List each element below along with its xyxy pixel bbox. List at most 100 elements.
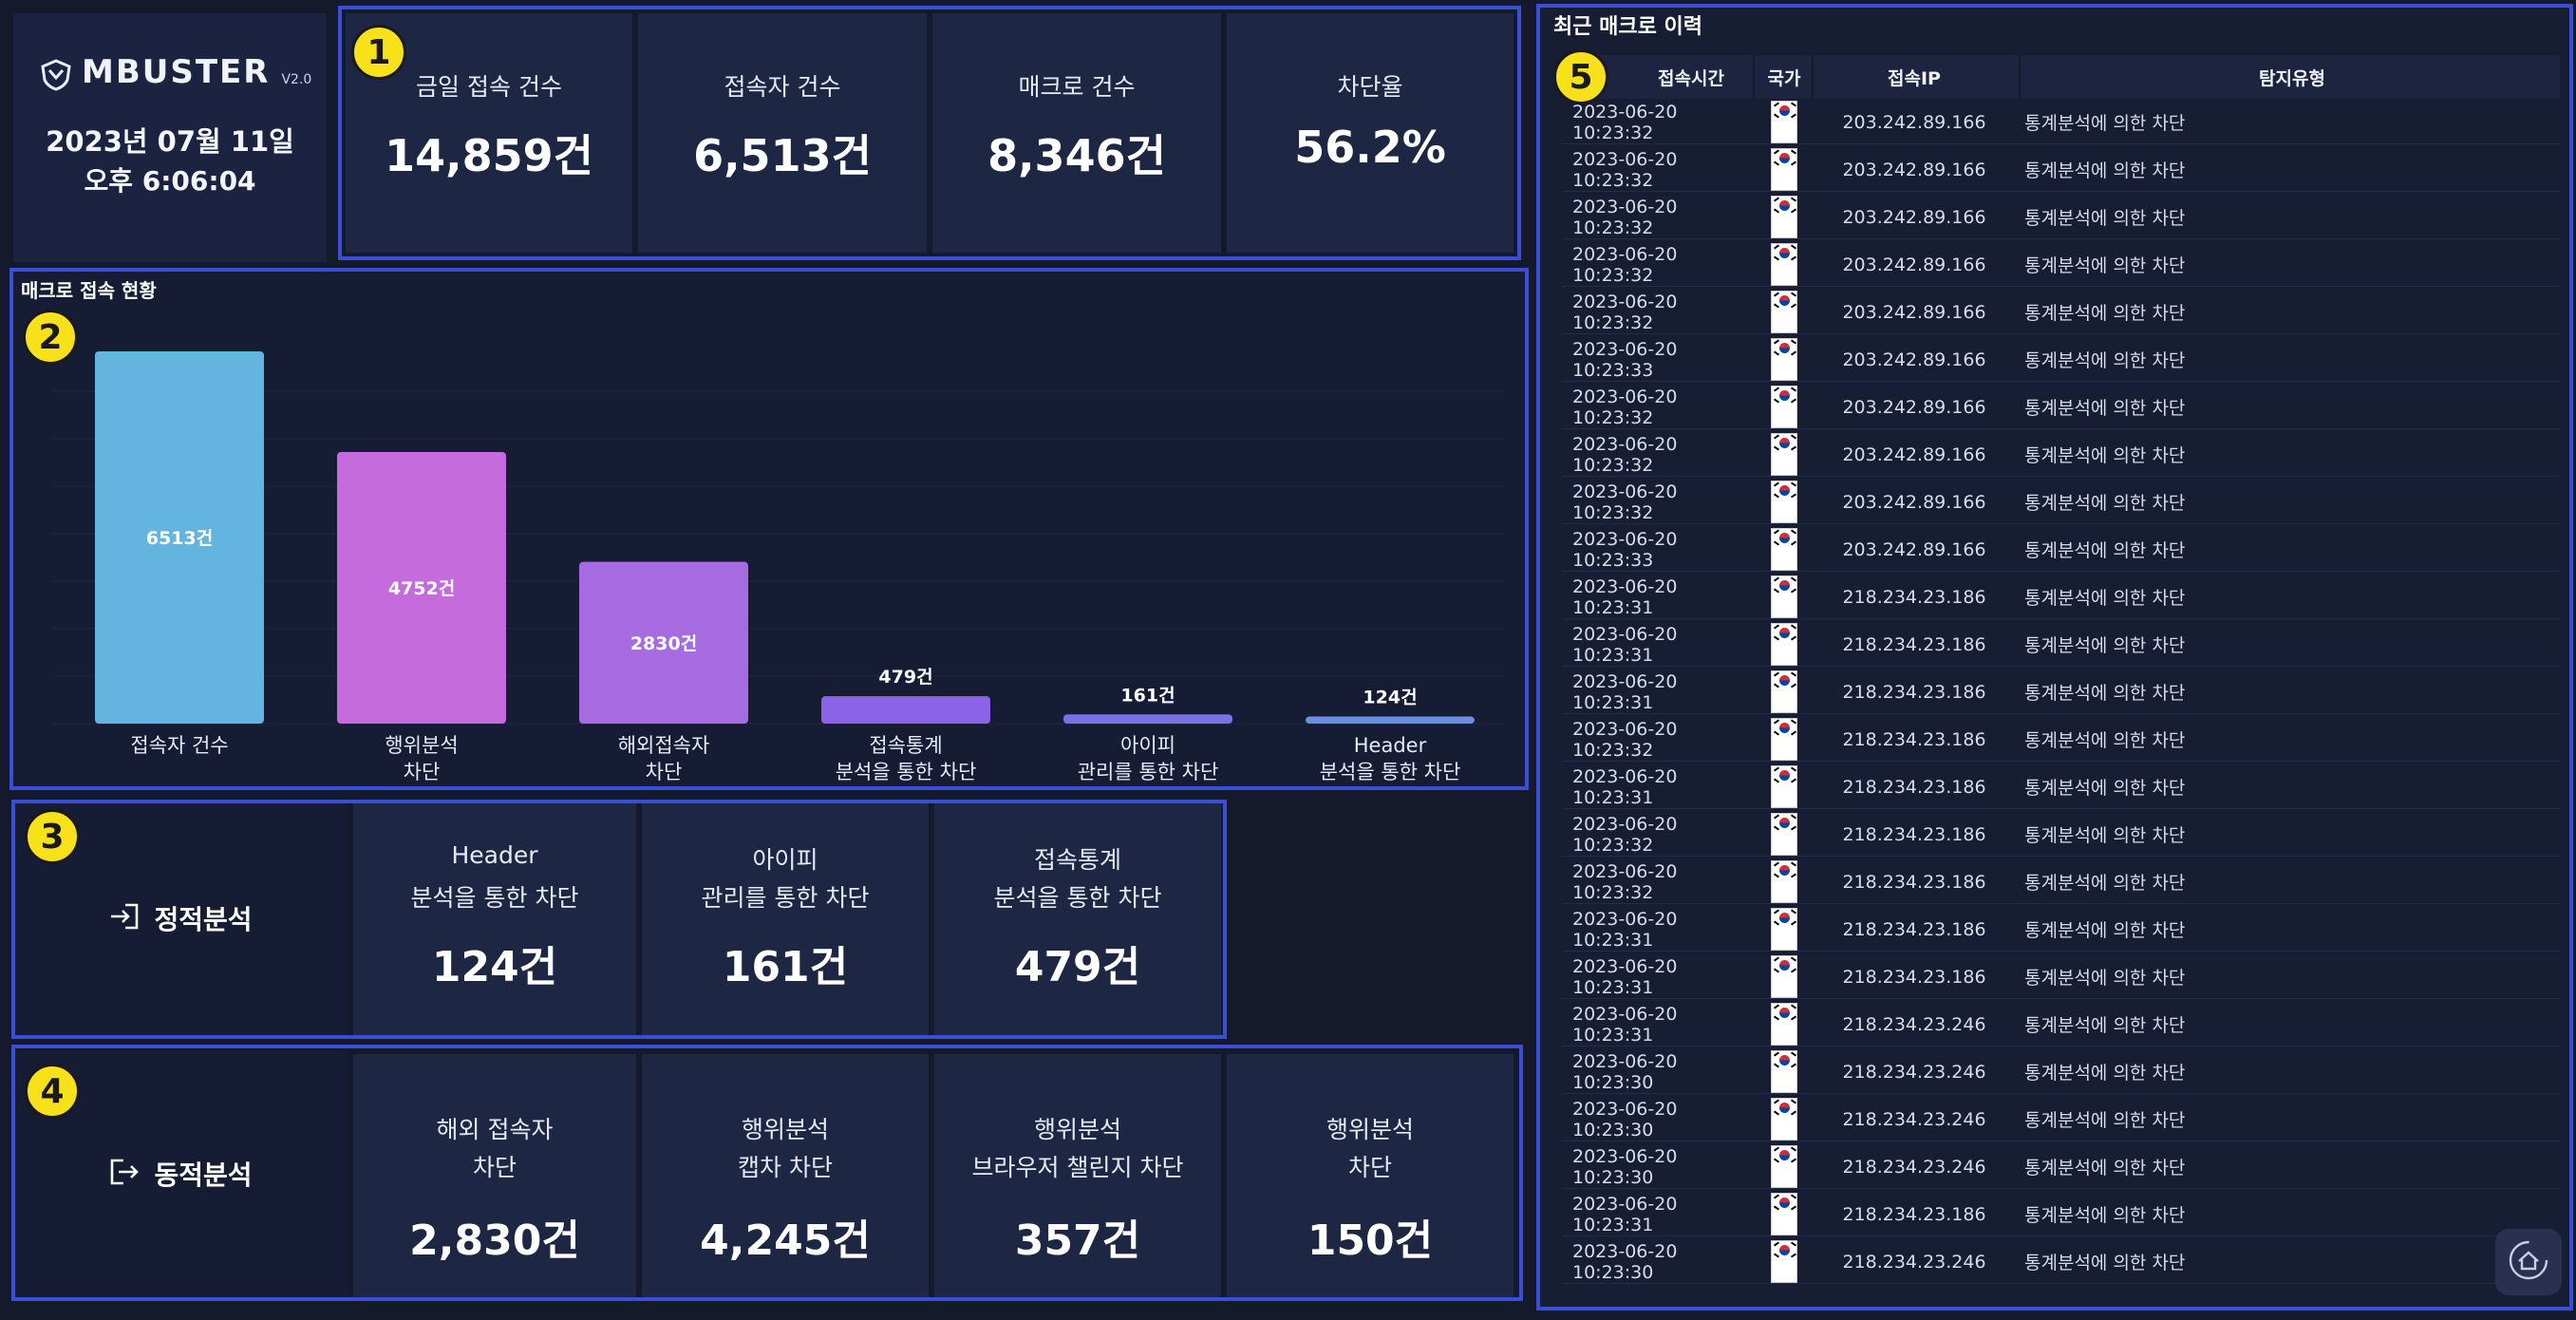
log-row[interactable]: 2023-06-20 10:23:31 218.234.23.246 통계분석에 의… bbox=[1563, 1003, 2560, 1047]
log-time: 2023-06-20 10:23:31 bbox=[1572, 670, 1678, 713]
korea-flag-icon bbox=[1762, 338, 1806, 381]
log-time: 2023-06-20 10:23:32 bbox=[1572, 433, 1678, 476]
card-line1: 행위분석 bbox=[741, 1116, 829, 1143]
log-row[interactable]: 2023-06-20 10:23:31 218.234.23.186 통계분석에 의… bbox=[1563, 1193, 2560, 1236]
card-line1: 아이피 bbox=[752, 846, 818, 874]
korea-flag-icon bbox=[1762, 1145, 1806, 1188]
log-type: 통계분석에 의한 차단 bbox=[2024, 208, 2186, 229]
section-badge-2: 2 bbox=[23, 310, 78, 365]
log-row[interactable]: 2023-06-20 10:23:32 203.242.89.166 통계분석에 의… bbox=[1563, 196, 2560, 239]
log-ip: 203.242.89.166 bbox=[1842, 159, 1986, 180]
log-row[interactable]: 2023-06-20 10:23:31 218.234.23.186 통계분석에 의… bbox=[1563, 765, 2560, 809]
macro-log-panel bbox=[1540, 6, 2571, 1312]
log-time: 2023-06-20 10:23:32 bbox=[1572, 386, 1678, 428]
log-row[interactable]: 2023-06-20 10:23:32 203.242.89.166 통계분석에 의… bbox=[1563, 291, 2560, 334]
log-time: 2023-06-20 10:23:32 bbox=[1572, 148, 1678, 191]
stat-value: 56.2% bbox=[1294, 122, 1446, 173]
log-row[interactable]: 2023-06-20 10:23:31 218.234.23.186 통계분석에 의… bbox=[1563, 908, 2560, 952]
log-row[interactable]: 2023-06-20 10:23:32 218.234.23.186 통계분석에 의… bbox=[1563, 718, 2560, 762]
korea-flag-icon bbox=[1762, 481, 1806, 523]
col-header-ip[interactable]: 접속IP bbox=[1888, 67, 1941, 89]
col-header-country[interactable]: 국가 bbox=[1767, 67, 1801, 89]
log-row[interactable]: 2023-06-20 10:23:30 218.234.23.246 통계분석에 의… bbox=[1563, 1050, 2560, 1094]
log-row[interactable]: 2023-06-20 10:23:32 218.234.23.186 통계분석에 의… bbox=[1563, 813, 2560, 857]
log-time: 2023-06-20 10:23:32 bbox=[1572, 813, 1678, 856]
log-type: 통계분석에 의한 차단 bbox=[2024, 445, 2186, 466]
chart-category-label: 해외접속자 bbox=[618, 734, 710, 757]
log-time: 2023-06-20 10:23:33 bbox=[1572, 528, 1678, 571]
log-ip: 218.234.23.186 bbox=[1842, 966, 1986, 988]
log-time: 2023-06-20 10:23:31 bbox=[1572, 1003, 1678, 1046]
section-badge-1: 1 bbox=[351, 25, 406, 80]
static-card-header: Header 분석을 통한 차단 124건 bbox=[353, 803, 636, 1035]
chart-data-label: 4752건 bbox=[388, 578, 455, 599]
log-row[interactable]: 2023-06-20 10:23:31 218.234.23.186 통계분석에 의… bbox=[1563, 670, 2560, 714]
log-ip: 218.234.23.246 bbox=[1842, 1156, 1986, 1178]
log-row[interactable]: 2023-06-20 10:23:30 218.234.23.246 통계분석에 의… bbox=[1563, 1240, 2560, 1284]
col-header-type[interactable]: 탐지유형 bbox=[2259, 67, 2325, 89]
dynamic-card-overseas: 해외 접속자 차단 2,830건 bbox=[353, 1054, 636, 1297]
korea-flag-icon bbox=[1762, 433, 1806, 476]
log-type: 통계분석에 의한 차단 bbox=[2024, 968, 2186, 989]
chart-bar[interactable] bbox=[821, 696, 990, 724]
log-row[interactable]: 2023-06-20 10:23:33 203.242.89.166 통계분석에 의… bbox=[1563, 338, 2560, 382]
log-row[interactable]: 2023-06-20 10:23:30 218.234.23.246 통계분석에 의… bbox=[1563, 1098, 2560, 1141]
stat-value: 6,513건 bbox=[693, 130, 872, 181]
log-time: 2023-06-20 10:23:32 bbox=[1572, 196, 1678, 238]
log-time: 2023-06-20 10:23:32 bbox=[1572, 101, 1678, 143]
log-row[interactable]: 2023-06-20 10:23:32 218.234.23.186 통계분석에 의… bbox=[1563, 860, 2560, 904]
chart-panel bbox=[13, 272, 1532, 790]
dynamic-analysis-label: 동적분석 bbox=[154, 1160, 253, 1191]
col-header-time[interactable]: 접속시간 bbox=[1658, 67, 1724, 89]
dynamic-card-browser-challenge: 행위분석 브라우저 챌린지 차단 357건 bbox=[934, 1054, 1221, 1297]
chart-bar[interactable] bbox=[579, 561, 748, 724]
log-row[interactable]: 2023-06-20 10:23:32 203.242.89.166 통계분석에 의… bbox=[1563, 101, 2560, 144]
chart-bar[interactable] bbox=[1063, 714, 1232, 724]
log-type: 통계분석에 의한 차단 bbox=[2024, 540, 2186, 561]
log-time: 2023-06-20 10:23:30 bbox=[1572, 1050, 1678, 1093]
log-row[interactable]: 2023-06-20 10:23:32 203.242.89.166 통계분석에 의… bbox=[1563, 243, 2560, 287]
korea-flag-icon bbox=[1762, 860, 1806, 903]
static-frame bbox=[11, 800, 1227, 1039]
log-row[interactable]: 2023-06-20 10:23:31 218.234.23.186 통계분석에 의… bbox=[1563, 623, 2560, 667]
log-row[interactable]: 2023-06-20 10:23:31 218.234.23.186 통계분석에 의… bbox=[1563, 575, 2560, 619]
log-row[interactable]: 2023-06-20 10:23:32 203.242.89.166 통계분석에 의… bbox=[1563, 481, 2560, 524]
chart-bar[interactable] bbox=[1306, 716, 1475, 724]
shield-logo-icon bbox=[40, 59, 72, 91]
dynamic-frame bbox=[11, 1045, 1523, 1301]
stat-card-visitors: 접속자 건수 6,513건 bbox=[638, 13, 927, 253]
korea-flag-icon bbox=[1762, 575, 1806, 618]
log-type: 통계분석에 의한 차단 bbox=[2024, 825, 2186, 846]
chart-category-label: 분석을 통한 차단 bbox=[1320, 761, 1461, 783]
chart-frame bbox=[9, 268, 1529, 790]
card-line1: Header bbox=[451, 841, 538, 869]
log-title: 최근 매크로 이력 bbox=[1553, 15, 1702, 39]
log-ip: 218.234.23.246 bbox=[1842, 1061, 1986, 1083]
log-ip: 218.234.23.186 bbox=[1842, 871, 1986, 893]
home-button[interactable] bbox=[2495, 1229, 2562, 1295]
dynamic-card-captcha: 행위분석 캡차 차단 4,245건 bbox=[642, 1054, 929, 1297]
korea-flag-icon bbox=[1762, 148, 1806, 191]
log-row[interactable]: 2023-06-20 10:23:31 218.234.23.186 통계분석에 의… bbox=[1563, 955, 2560, 999]
log-row[interactable]: 2023-06-20 10:23:32 203.242.89.166 통계분석에 의… bbox=[1563, 148, 2560, 192]
log-type: 통계분석에 의한 차단 bbox=[2024, 873, 2186, 894]
chart-bar[interactable] bbox=[337, 451, 506, 724]
chart-category-label: 차단 bbox=[646, 761, 683, 783]
korea-flag-icon bbox=[1762, 196, 1806, 238]
log-row[interactable]: 2023-06-20 10:23:33 203.242.89.166 통계분석에 의… bbox=[1563, 528, 2560, 572]
log-row[interactable]: 2023-06-20 10:23:32 203.242.89.166 통계분석에 의… bbox=[1563, 386, 2560, 429]
log-time: 2023-06-20 10:23:30 bbox=[1572, 1098, 1678, 1141]
korea-flag-icon bbox=[1762, 291, 1806, 333]
log-row[interactable]: 2023-06-20 10:23:32 203.242.89.166 통계분석에 의… bbox=[1563, 433, 2560, 477]
chart-bar[interactable] bbox=[95, 351, 264, 724]
log-ip: 203.242.89.166 bbox=[1842, 206, 1986, 228]
log-type: 통계분석에 의한 차단 bbox=[2024, 778, 2186, 799]
chart-data-label: 6513건 bbox=[146, 528, 213, 549]
log-time: 2023-06-20 10:23:31 bbox=[1572, 955, 1678, 998]
korea-flag-icon bbox=[1762, 955, 1806, 998]
chart-data-label: 161건 bbox=[1120, 685, 1175, 706]
log-row[interactable]: 2023-06-20 10:23:30 218.234.23.246 통계분석에 의… bbox=[1563, 1145, 2560, 1189]
card-line2: 차단 bbox=[472, 1154, 517, 1181]
korea-flag-icon bbox=[1762, 386, 1806, 428]
korea-flag-icon bbox=[1762, 623, 1806, 666]
